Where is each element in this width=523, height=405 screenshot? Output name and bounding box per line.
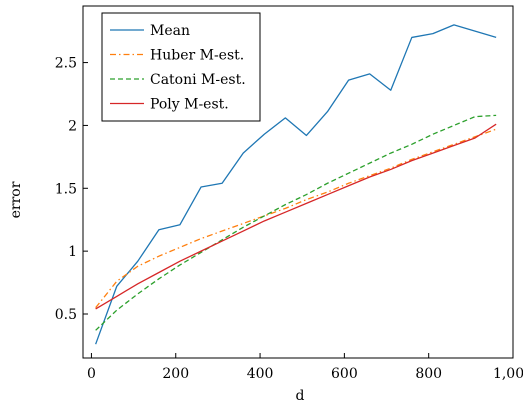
y-tick-label: 0.5 [55, 307, 77, 323]
series-line-2 [95, 114, 497, 331]
legend-entry-label: Mean [150, 23, 190, 39]
x-tick-label: 200 [162, 366, 189, 382]
legend-entry-label: Poly M-est. [150, 97, 229, 113]
y-tick-label: 2.5 [55, 56, 77, 72]
y-tick-label: 1 [68, 244, 77, 260]
y-tick-label: 2 [68, 118, 77, 134]
x-tick-label: 0 [87, 366, 96, 382]
y-axis-label: error [8, 181, 24, 218]
x-tick-label: 1,000 [493, 366, 523, 382]
x-axis-label: d [296, 388, 305, 404]
series-line-1 [95, 128, 497, 309]
series-line-0 [95, 24, 497, 345]
legend-entry-label: Huber M-est. [150, 48, 244, 64]
x-tick-label: 800 [415, 366, 442, 382]
x-tick-label: 400 [247, 366, 274, 382]
series-line-3 [95, 123, 497, 310]
axes-layer: 0 200 400 600 800 1,000 0.5 1 1.5 2 2.5 [55, 5, 523, 382]
plot-layer [95, 24, 497, 345]
plot-frame [82, 5, 514, 359]
y-tick-label: 1.5 [55, 181, 77, 197]
legend: Mean Huber M-est. Catoni M-est. Poly M-est. [101, 12, 261, 122]
legend-entry-label: Catoni M-est. [150, 72, 246, 88]
x-tick-label: 600 [331, 366, 358, 382]
